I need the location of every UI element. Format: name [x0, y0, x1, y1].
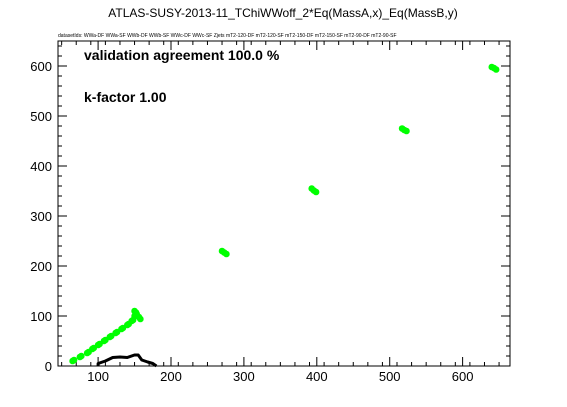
y-tick-label: 600 — [30, 59, 52, 74]
x-tick-label: 400 — [306, 369, 328, 384]
y-tick-label: 100 — [30, 309, 52, 324]
plot-frame — [57, 40, 511, 367]
chart-title: ATLAS-SUSY-2013-11_TChiWWoff_2*Eq(MassA,… — [108, 6, 457, 20]
annotation-kfactor: k-factor 1.00 — [84, 89, 167, 105]
y-tick-label: 400 — [30, 159, 52, 174]
data-point — [403, 127, 410, 135]
data-point — [312, 188, 320, 196]
data-point — [70, 356, 78, 364]
y-tick-label: 500 — [30, 109, 52, 124]
data-point — [492, 66, 500, 73]
data-point — [132, 309, 140, 316]
data-point — [137, 315, 144, 323]
y-tick-label: 300 — [30, 209, 52, 224]
data-point — [223, 250, 230, 258]
series-line-path — [96, 353, 158, 368]
axes: 100 200 300 400 500 600 0 100 200 300 400 500 600 — [30, 41, 510, 384]
x-tick-label: 600 — [452, 369, 474, 384]
data-point — [78, 352, 85, 360]
annotation-agreement: validation agreement 100.0 % — [84, 47, 280, 63]
x-tick-label: 100 — [87, 369, 109, 384]
y-tick-label: 200 — [30, 259, 52, 274]
x-tick-label: 300 — [233, 369, 255, 384]
x-tick-label: 200 — [160, 369, 182, 384]
series-points — [69, 63, 500, 365]
series-line — [96, 353, 158, 368]
chart-subtitle: datasetIds: WWa-DF WWa-SF WWb-DF WWb-SF … — [58, 33, 397, 39]
x-tick-label: 500 — [379, 369, 401, 384]
y-tick-label: 0 — [45, 359, 52, 374]
